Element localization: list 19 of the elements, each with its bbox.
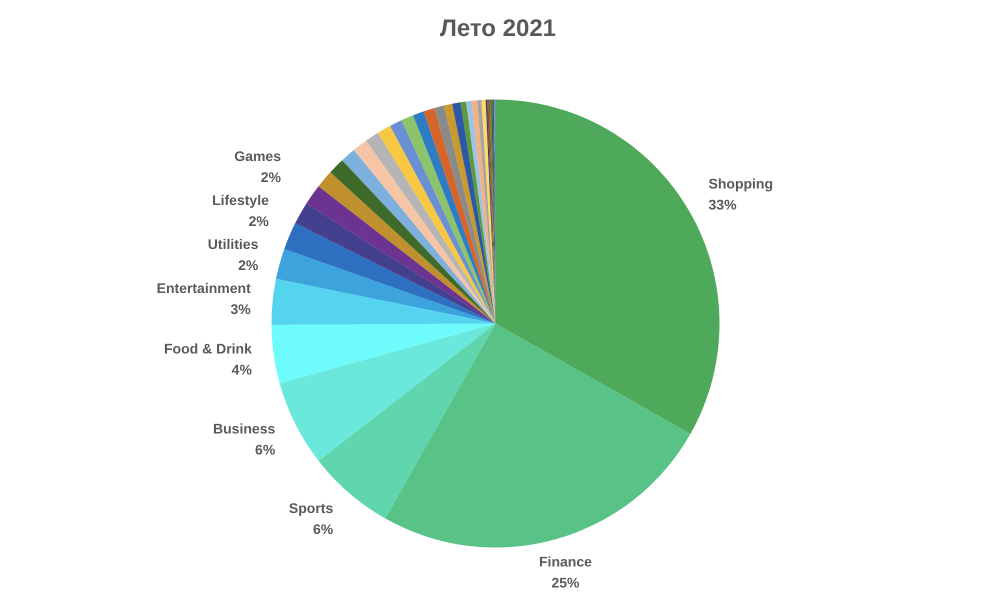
slice-label: Utilities [208,236,259,252]
data-label: 2% [248,212,270,229]
data-label: 6% [313,520,334,537]
data-label: 3% [230,300,252,317]
data-label: 6% [255,442,276,458]
data-label: 2% [260,168,282,185]
slice-label: Sports [288,500,334,516]
slice-label: Entertainment [156,280,252,296]
slice-label: Lifestyle [212,192,270,208]
slice-label: Business [213,420,276,437]
slice-label: Shopping [708,175,774,192]
data-label: 25% [551,574,580,590]
slice-label: Games [234,148,282,164]
data-label: 33% [708,196,738,212]
slice-label: Finance [539,553,592,570]
data-label: 2% [238,256,259,273]
slice-label: Food & Drink [164,340,252,356]
chart-title: Лето 2021 [440,15,556,42]
data-label: 4% [232,361,252,378]
